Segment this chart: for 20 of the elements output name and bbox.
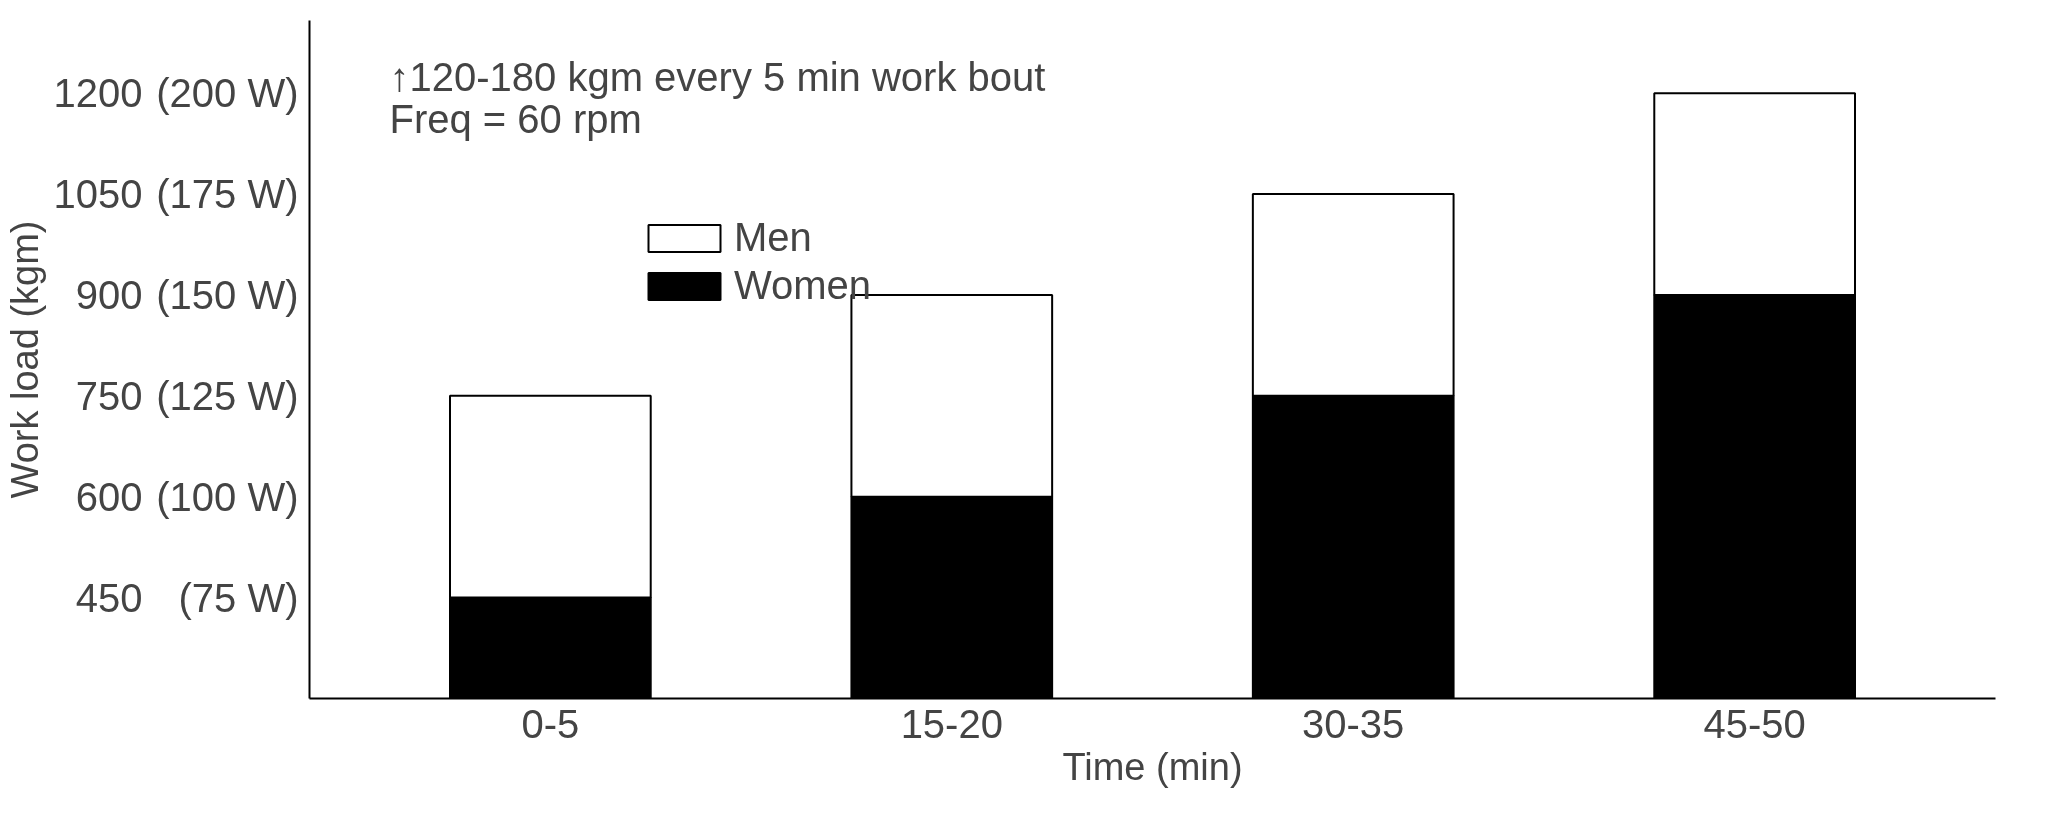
y-tick-label: 1050	[53, 172, 143, 217]
y2-tick-label: (175 W)	[156, 172, 299, 217]
legend-label: Men	[734, 215, 812, 260]
y2-tick-label: (75 W)	[178, 575, 299, 620]
y2-tick-label: (150 W)	[156, 272, 299, 317]
x-axis-title: Time (min)	[1062, 745, 1243, 788]
y-tick-label: 1200	[53, 71, 143, 116]
y-tick-label: 900	[75, 272, 143, 317]
y-tick-label: 450	[75, 575, 143, 620]
x-tick-label: 0-5	[521, 701, 580, 746]
y2-tick-label: (125 W)	[156, 373, 299, 418]
y-tick-label: 750	[75, 373, 143, 418]
legend-label: Women	[734, 263, 872, 308]
y2-tick-label: (100 W)	[156, 474, 299, 519]
y-tick-label: 600	[75, 474, 143, 519]
y2-tick-label: (200 W)	[156, 71, 299, 116]
x-tick-label: 15-20	[900, 701, 1003, 746]
y-axis-title: Work load (kgm)	[3, 220, 46, 499]
x-tick-label: 30-35	[1302, 701, 1405, 746]
x-tick-label: 45-50	[1703, 701, 1806, 746]
